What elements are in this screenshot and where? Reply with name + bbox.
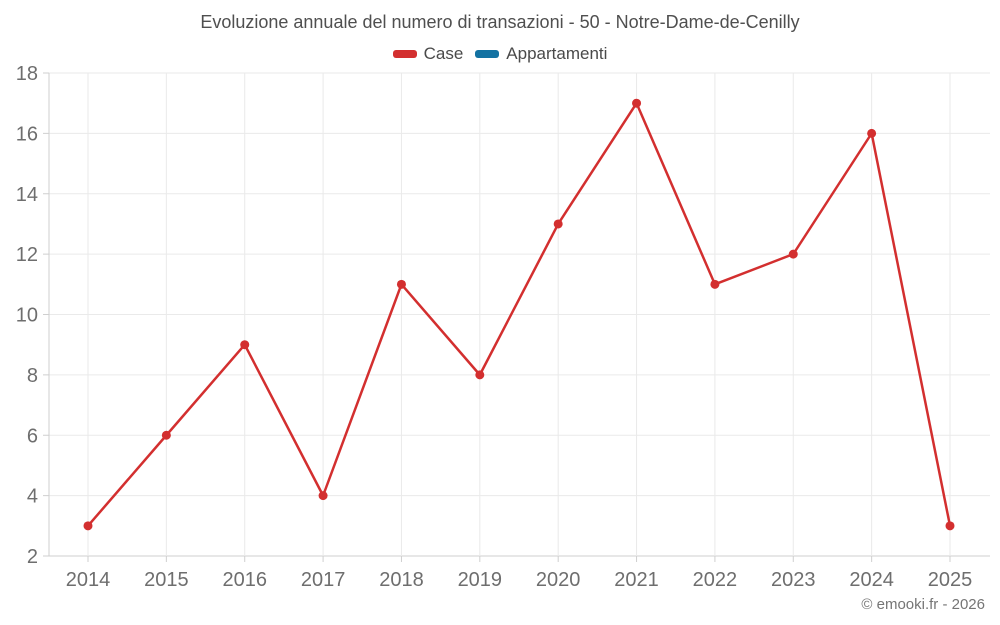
legend-item-case[interactable]: Case — [392, 44, 464, 64]
legend-label-appartamenti: Appartamenti — [506, 44, 608, 63]
svg-text:12: 12 — [16, 244, 38, 266]
svg-text:2: 2 — [27, 546, 38, 568]
svg-text:2017: 2017 — [301, 569, 346, 591]
chart-title: Evoluzione annuale del numero di transaz… — [200, 12, 800, 32]
svg-text:2023: 2023 — [771, 569, 816, 591]
legend-label-case: Case — [423, 44, 464, 63]
svg-text:2019: 2019 — [458, 569, 503, 591]
svg-text:2018: 2018 — [379, 569, 424, 591]
copyright: © emooki.fr - 2026 — [861, 596, 985, 613]
svg-text:2021: 2021 — [614, 569, 659, 591]
svg-text:2024: 2024 — [849, 569, 894, 591]
svg-text:2016: 2016 — [222, 569, 267, 591]
svg-text:2025: 2025 — [928, 569, 973, 591]
svg-text:2014: 2014 — [66, 569, 111, 591]
svg-text:6: 6 — [27, 425, 38, 447]
svg-text:10: 10 — [16, 305, 38, 327]
legend-swatch-case-icon — [392, 50, 417, 58]
legend: Case Appartamenti — [0, 44, 1000, 64]
svg-text:16: 16 — [16, 123, 38, 145]
svg-text:8: 8 — [27, 365, 38, 387]
legend-item-appartamenti[interactable]: Appartamenti — [475, 44, 607, 64]
legend-swatch-appartamenti-icon — [475, 50, 500, 58]
svg-text:18: 18 — [16, 63, 38, 85]
svg-text:2015: 2015 — [144, 569, 189, 591]
svg-text:2020: 2020 — [536, 569, 581, 591]
svg-text:4: 4 — [27, 486, 38, 508]
svg-text:14: 14 — [16, 184, 38, 206]
svg-text:2022: 2022 — [693, 569, 738, 591]
